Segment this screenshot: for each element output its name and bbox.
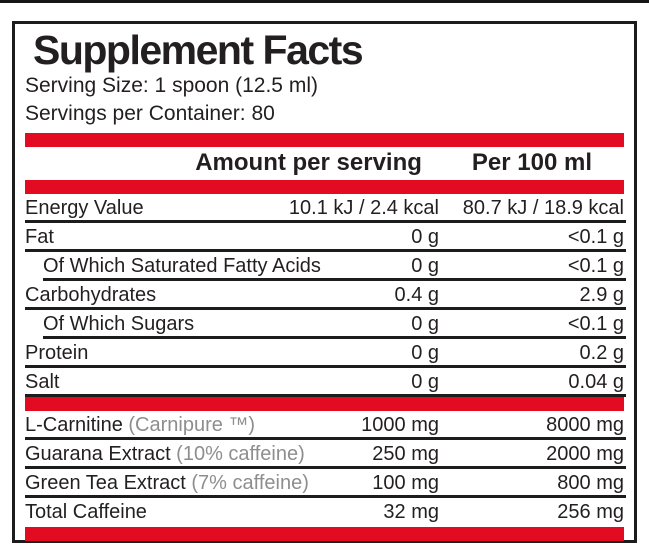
row-label: Guarana Extract (10% caffeine) <box>25 442 305 466</box>
row-name: Green Tea Extract <box>25 471 186 494</box>
row-name: Energy Value <box>25 196 144 219</box>
row-label: Fat <box>25 226 274 249</box>
row-name: Fat <box>25 225 54 248</box>
row-label: Carbohydrates <box>25 284 274 307</box>
table-row: Green Tea Extract (7% caffeine) 100 mg 8… <box>25 469 626 498</box>
column-header-per100: Per 100 ml <box>471 149 592 177</box>
row-per-100ml: 2000 mg <box>546 442 624 465</box>
row-per-100ml: 0.04 g <box>568 370 624 393</box>
row-amount-per-serving: 0.4 g <box>394 283 439 306</box>
column-header-amount: Amount per serving <box>195 149 422 177</box>
table-row: Guarana Extract (10% caffeine) 250 mg 20… <box>25 440 626 469</box>
table-row: Salt 0 g 0.04 g <box>25 368 626 397</box>
row-per-100ml: <0.1 g <box>567 312 624 335</box>
row-amount-per-serving: 250 mg <box>372 442 439 465</box>
row-name: Guarana Extract <box>25 442 171 465</box>
serving-size-line: Serving Size: 1 spoon (12.5 ml) <box>25 73 318 97</box>
row-amount-per-serving: 0 g <box>411 370 439 393</box>
row-amount-per-serving: 100 mg <box>372 471 439 494</box>
nutrients-table: Energy Value 10.1 kJ / 2.4 kcal 80.7 kJ … <box>25 194 626 397</box>
row-per-100ml: <0.1 g <box>567 254 624 277</box>
row-label: Energy Value <box>25 197 274 220</box>
table-row: L-Carnitine (Carnipure ™) 1000 mg 8000 m… <box>25 411 626 440</box>
panel-header: Supplement Facts Serving Size: 1 spoon (… <box>25 24 624 129</box>
row-name: Salt <box>25 370 60 393</box>
panel-title: Supplement Facts <box>33 27 364 73</box>
row-note: (Carnipure ™) <box>122 413 256 436</box>
row-name: Total Caffeine <box>25 500 147 523</box>
table-row: Total Caffeine 32 mg 256 mg <box>25 498 624 527</box>
column-header-row: Amount per serving Per 100 ml <box>25 147 624 180</box>
table-row: Energy Value 10.1 kJ / 2.4 kcal 80.7 kJ … <box>25 194 626 223</box>
row-name: L-Carnitine <box>25 413 123 436</box>
divider-bar-bottom <box>25 526 624 541</box>
row-label: L-Carnitine (Carnipure ™) <box>25 414 274 437</box>
row-per-100ml: 2.9 g <box>579 283 624 306</box>
row-amount-per-serving: 32 mg <box>383 500 439 523</box>
row-label: Of Which Sugars <box>25 313 274 336</box>
row-per-100ml: 0.2 g <box>579 341 624 364</box>
divider-bar-top <box>25 132 624 147</box>
row-label: Green Tea Extract (7% caffeine) <box>25 471 309 495</box>
row-note: (10% caffeine) <box>170 442 305 465</box>
row-name: Carbohydrates <box>25 283 157 306</box>
row-name: Of Which Saturated Fatty Acids <box>43 254 321 277</box>
row-label: Protein <box>25 342 274 365</box>
row-amount-per-serving: 1000 mg <box>361 413 439 436</box>
row-amount-per-serving: 0 g <box>411 312 439 335</box>
row-per-100ml: 256 mg <box>557 500 624 523</box>
row-per-100ml: 80.7 kJ / 18.9 kcal <box>462 196 624 219</box>
row-name: Of Which Sugars <box>43 312 195 335</box>
row-amount-per-serving: 0 g <box>411 225 439 248</box>
row-amount-per-serving: 0 g <box>411 341 439 364</box>
row-label: Total Caffeine <box>25 501 274 524</box>
row-note: (7% caffeine) <box>185 471 309 494</box>
table-row: Of Which Sugars 0 g <0.1 g <box>25 310 626 339</box>
row-name: Protein <box>25 341 89 364</box>
row-per-100ml: <0.1 g <box>567 225 624 248</box>
row-amount-per-serving: 0 g <box>411 254 439 277</box>
row-per-100ml: 800 mg <box>557 471 624 494</box>
table-row: Of Which Saturated Fatty Acids 0 g <0.1 … <box>25 252 626 281</box>
divider-bar-header <box>25 179 624 194</box>
row-label: Of Which Saturated Fatty Acids <box>25 255 321 278</box>
supplement-facts-panel: Supplement Facts Serving Size: 1 spoon (… <box>12 21 637 543</box>
table-row: Protein 0 g 0.2 g <box>25 339 626 368</box>
page-top-strip <box>0 0 649 3</box>
table-row: Carbohydrates 0.4 g 2.9 g <box>25 281 626 310</box>
row-label: Salt <box>25 371 274 394</box>
servings-per-container-line: Servings per Container: 80 <box>25 102 275 126</box>
row-amount-per-serving: 10.1 kJ / 2.4 kcal <box>288 196 439 219</box>
divider-bar-middle <box>25 396 624 411</box>
actives-table: L-Carnitine (Carnipure ™) 1000 mg 8000 m… <box>25 411 626 527</box>
row-per-100ml: 8000 mg <box>546 413 624 436</box>
table-row: Fat 0 g <0.1 g <box>25 223 626 252</box>
